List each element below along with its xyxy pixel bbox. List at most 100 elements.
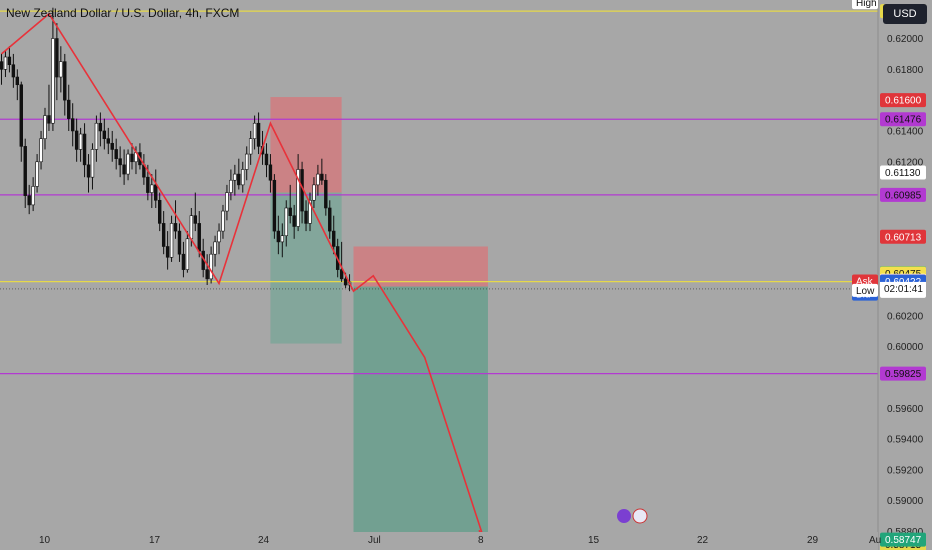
- candle-body: [256, 122, 261, 147]
- price-tick-label: 0.62000: [887, 34, 924, 45]
- candle-body: [118, 158, 122, 166]
- candle-body: [3, 56, 8, 70]
- candle-body: [94, 122, 99, 150]
- candle-body: [11, 64, 16, 78]
- level-price-tag: [880, 187, 926, 202]
- candle-body: [161, 223, 166, 247]
- candle-body: [78, 133, 83, 150]
- candle-body: [86, 164, 91, 178]
- candle-body: [110, 142, 114, 150]
- trend-path-line[interactable]: [0, 12, 485, 540]
- candle-body: [252, 122, 257, 139]
- time-axis: [0, 532, 878, 550]
- candle-body: [241, 169, 245, 186]
- candle-body: [316, 173, 320, 186]
- price-tick-label: 0.60200: [887, 311, 924, 322]
- candle-body: [31, 186, 35, 206]
- flag-high-text: High: [856, 0, 877, 9]
- level-price-tag: [880, 112, 926, 127]
- time-tick-label: 8: [478, 535, 484, 546]
- candle-body: [7, 56, 12, 66]
- candle-body: [245, 153, 249, 170]
- candle-body: [209, 253, 213, 280]
- level-price-text: 0.60985: [885, 190, 922, 201]
- price-tick-label: 0.59200: [887, 465, 924, 476]
- candle-body: [225, 192, 229, 212]
- candle-body: [59, 61, 63, 78]
- candle-body: [268, 164, 273, 181]
- candle-body: [122, 164, 126, 175]
- candle-body: [55, 38, 59, 78]
- currency-button[interactable]: USD: [883, 4, 927, 24]
- candle-body: [237, 173, 241, 186]
- price-tick-label: 0.61200: [887, 157, 924, 168]
- short-position-stop-zone[interactable]: [353, 246, 488, 287]
- candle-body: [98, 122, 103, 132]
- countdown-tag: [880, 281, 926, 295]
- candle-body: [70, 118, 75, 132]
- price-tick-label: 0.59600: [887, 404, 924, 415]
- candle-body: [154, 184, 158, 201]
- candle-body: [67, 99, 71, 119]
- candle-body: [324, 179, 328, 209]
- price-tag: [880, 229, 926, 244]
- flag-high: [852, 0, 878, 10]
- candle-body: [51, 38, 55, 124]
- candle-body: [296, 169, 300, 227]
- candle-body: [126, 153, 130, 175]
- us-flag-event-icon[interactable]: [632, 508, 648, 524]
- candle-body: [106, 138, 110, 144]
- price-tag-text: 0.61600: [885, 96, 922, 107]
- candle-body: [339, 269, 344, 280]
- candle-body: [102, 130, 107, 139]
- price-tick-label: 0.60000: [887, 342, 924, 353]
- time-tick-label: Au: [869, 535, 881, 546]
- candle-body: [27, 195, 31, 206]
- price-tick-label: 0.61800: [887, 65, 924, 76]
- candle-body: [43, 115, 47, 139]
- candle-body: [150, 184, 154, 193]
- candle-body: [272, 179, 277, 232]
- candle-body: [292, 215, 296, 227]
- candle-body: [74, 130, 79, 150]
- price-tick-label: 0.61400: [887, 126, 924, 137]
- level-price-tag: [880, 366, 926, 381]
- candle-body: [193, 215, 197, 224]
- candle-body: [248, 138, 253, 155]
- lightning-event-icon[interactable]: [617, 509, 631, 523]
- level-price-text: 0.59825: [885, 369, 922, 380]
- candle-body: [47, 115, 51, 124]
- candle-body: [197, 223, 201, 252]
- long-position-target-zone[interactable]: [270, 97, 342, 193]
- candle-body: [130, 153, 134, 163]
- time-tick-label: Jul: [368, 535, 381, 546]
- candle-body: [276, 230, 281, 243]
- candle-body: [312, 184, 316, 201]
- price-tag-text: 0.61130: [885, 168, 921, 179]
- level-price-text: 0.61476: [885, 115, 922, 126]
- short-position-target-zone[interactable]: [353, 286, 488, 543]
- symbol-title: New Zealand Dollar / U.S. Dollar, 4h, FX…: [6, 6, 240, 20]
- candle-body: [332, 230, 336, 247]
- candle-body: [233, 173, 237, 181]
- candle-body: [173, 223, 178, 232]
- candle-body: [320, 173, 324, 181]
- time-tick-label: 24: [258, 535, 270, 546]
- price-tag: [880, 532, 926, 547]
- candle-body: [264, 153, 269, 166]
- candle-body: [284, 207, 288, 237]
- candle-body: [181, 253, 186, 270]
- candle-body: [19, 84, 23, 147]
- candle-body: [82, 133, 87, 166]
- candle-body: [90, 149, 95, 178]
- candle-body: [280, 235, 285, 243]
- price-tick-label: 0.58800: [887, 527, 924, 538]
- price-tick-label: 0.59400: [887, 435, 924, 446]
- candle-body: [213, 241, 217, 255]
- candle-body: [185, 238, 190, 270]
- candle-body: [15, 76, 20, 86]
- candle-body: [304, 210, 308, 224]
- candle-body: [205, 269, 209, 280]
